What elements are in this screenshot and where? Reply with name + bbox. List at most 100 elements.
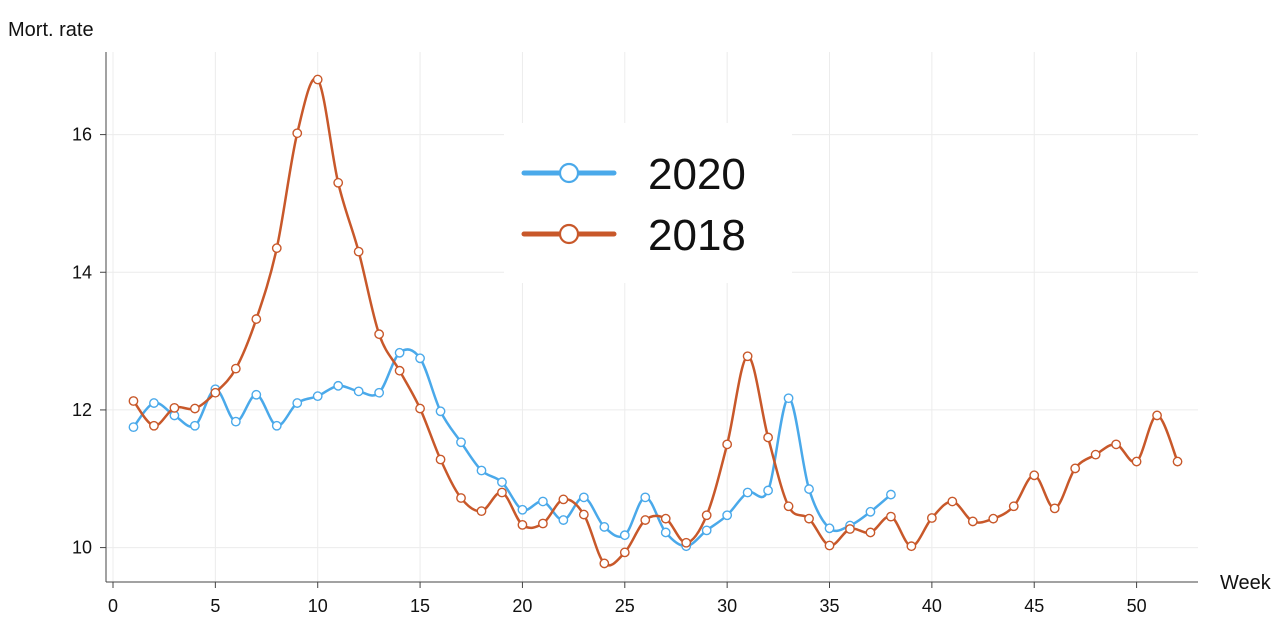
series-2020-point-week-29 [701, 525, 712, 536]
series-2020-point-week-1 [128, 422, 139, 433]
series-2018-point-week-39 [906, 541, 917, 552]
axes [100, 52, 1198, 588]
series-2020-line [132, 348, 893, 548]
series-2018-point-week-23 [578, 509, 589, 520]
series-2020-point-week-6 [230, 416, 241, 427]
series-2020-point-week-12 [353, 386, 364, 397]
series-2018-point-week-47 [1070, 463, 1081, 474]
x-tick-label: 10 [308, 596, 328, 616]
series-2018 [128, 74, 1183, 569]
legend-box [504, 123, 792, 283]
series-2018-point-week-1 [128, 396, 139, 406]
series-lines [128, 74, 1183, 569]
series-2018-point-week-40 [926, 513, 937, 523]
series-2020-point-week-4 [189, 420, 200, 431]
series-2020 [128, 347, 896, 552]
series-2020-point-week-35 [824, 523, 835, 534]
x-tick-label: 5 [210, 596, 220, 616]
series-2018-point-week-42 [967, 516, 978, 527]
series-2020-point-week-8 [271, 420, 282, 431]
series-2020-point-week-25 [619, 530, 630, 541]
series-2018-point-week-41 [947, 496, 958, 507]
series-2018-point-week-33 [783, 501, 794, 512]
x-tick-label: 20 [512, 596, 532, 616]
series-2020-point-week-11 [333, 380, 344, 391]
x-tick-label: 15 [410, 596, 430, 616]
series-2018-point-week-32 [763, 432, 773, 443]
series-2018-point-week-5 [210, 387, 221, 398]
series-2020-point-week-17 [456, 437, 466, 448]
series-2018-point-week-38 [886, 511, 896, 522]
x-tick-label: 25 [615, 596, 635, 616]
legend-item-2018: 2018 [521, 211, 746, 260]
series-2020-point-week-2 [149, 398, 159, 408]
series-2018-point-week-25 [619, 547, 630, 558]
series-2020-point-week-18 [476, 465, 487, 476]
series-2020-point-week-24 [599, 522, 610, 532]
series-2020-point-week-23 [578, 492, 589, 503]
series-2020-point-week-21 [538, 496, 548, 507]
y-tick-label: 14 [72, 262, 92, 282]
legend-label-2018: 2018 [648, 211, 746, 260]
y-tick-label: 16 [72, 125, 92, 145]
series-2018-point-week-21 [538, 518, 548, 529]
legend-marker-2020 [558, 162, 580, 184]
series-2020-point-week-34 [804, 484, 814, 494]
series-2018-point-week-34 [804, 513, 814, 524]
series-2020-point-week-13 [374, 387, 385, 398]
series-2020-point-week-19 [497, 477, 507, 488]
series-2020-point-week-33 [783, 393, 794, 404]
series-2018-point-week-36 [845, 524, 855, 534]
series-2018-point-week-17 [456, 493, 466, 503]
legend-item-2020: 2020 [521, 150, 746, 199]
series-2018-point-week-3 [169, 402, 180, 413]
series-2018-point-week-27 [660, 513, 671, 524]
series-2018-point-week-37 [865, 527, 876, 538]
series-2020-point-week-20 [517, 504, 528, 515]
series-2020-point-week-14 [394, 347, 405, 358]
series-2018-point-week-26 [640, 515, 651, 525]
series-2018-point-week-8 [271, 243, 282, 254]
series-2018-point-week-29 [701, 510, 712, 521]
x-tick-label: 35 [819, 596, 839, 616]
series-2018-point-week-6 [230, 363, 241, 374]
series-2018-point-week-9 [292, 128, 303, 139]
series-2018-point-week-12 [353, 246, 364, 257]
y-tick-label: 12 [72, 400, 92, 420]
series-2018-point-week-16 [435, 454, 446, 465]
series-2018-point-week-20 [517, 519, 528, 530]
series-2018-point-week-11 [333, 177, 344, 188]
x-tick-label: 50 [1127, 596, 1147, 616]
series-2020-point-week-31 [742, 487, 753, 498]
series-2020-point-week-38 [886, 489, 896, 500]
y-tick-label: 10 [72, 538, 92, 558]
legend-marker-2018 [558, 223, 580, 245]
x-axis-label: Week [1220, 572, 1272, 594]
x-tick-label: 30 [717, 596, 737, 616]
series-2020-point-week-37 [865, 506, 876, 517]
series-2018-point-week-45 [1029, 470, 1040, 481]
series-2018-point-week-14 [394, 365, 405, 376]
series-2018-point-week-15 [415, 403, 425, 414]
series-2020-point-week-32 [763, 485, 773, 496]
series-2018-point-week-13 [374, 329, 385, 340]
x-tick-label: 40 [922, 596, 942, 616]
series-2018-point-week-7 [251, 314, 262, 324]
series-2018-point-week-24 [599, 558, 610, 569]
series-2020-point-week-26 [640, 492, 651, 503]
series-2020-point-week-15 [415, 353, 425, 364]
series-2018-point-week-52 [1172, 456, 1183, 467]
x-tick-label: 0 [108, 596, 118, 616]
x-tick-label: 45 [1024, 596, 1044, 616]
series-2018-point-week-2 [149, 420, 159, 431]
series-2018-point-week-10 [312, 74, 323, 85]
series-2018-point-week-18 [476, 506, 487, 517]
series-2018-point-week-19 [497, 487, 507, 498]
legend-label-2020: 2020 [648, 150, 746, 199]
series-2018-point-week-46 [1049, 503, 1060, 514]
series-2020-point-week-7 [251, 389, 262, 400]
series-2018-point-week-49 [1111, 439, 1122, 450]
y-axis-label: Mort. rate [8, 19, 94, 41]
